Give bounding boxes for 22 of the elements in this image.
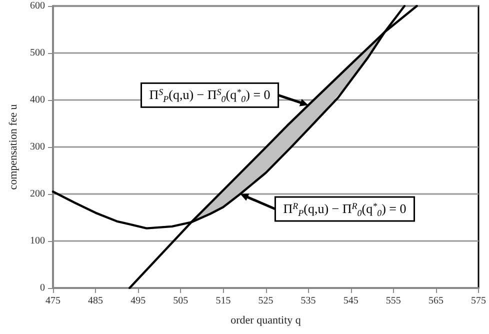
text: Π$^{S}$$_{P}$(q,u) − Π$^{S}$$_{0}$(q$^{*}$$_{0}$) = 0 xyxy=(149,87,270,104)
y-tick-label: 200 xyxy=(30,188,45,200)
y-tick-label: 300 xyxy=(30,142,45,152)
y-tick-label: 500 xyxy=(30,48,45,58)
x-tick-label: 535 xyxy=(300,296,316,306)
x-tick-label: 495 xyxy=(130,296,146,306)
y-axis-title: compensation fee u xyxy=(8,104,20,190)
x-tick-label: 525 xyxy=(258,296,274,306)
y-tick-label: 0 xyxy=(40,282,45,294)
y-tick-label: 600 xyxy=(30,0,45,12)
x-tick-label: 505 xyxy=(173,296,188,306)
x-axis-title: order quantity q xyxy=(230,314,302,326)
x-tick-label: 485 xyxy=(88,296,104,306)
y-tick-label: 400 xyxy=(30,94,45,106)
x-tick-label: 515 xyxy=(216,296,231,306)
x-tick-label: 575 xyxy=(471,296,486,306)
x-tick-label: 475 xyxy=(46,296,60,306)
y-tick-label: 100 xyxy=(30,236,45,246)
x-tick-label: 555 xyxy=(386,296,401,306)
text: Π$^{R}$$_{P}$(q,u) − Π$^{R}$$_{0}$(q$^{*}$$_{0}$) = 0 xyxy=(283,201,406,218)
x-tick-label: 545 xyxy=(343,296,358,306)
x-tick-label: 565 xyxy=(428,296,444,306)
